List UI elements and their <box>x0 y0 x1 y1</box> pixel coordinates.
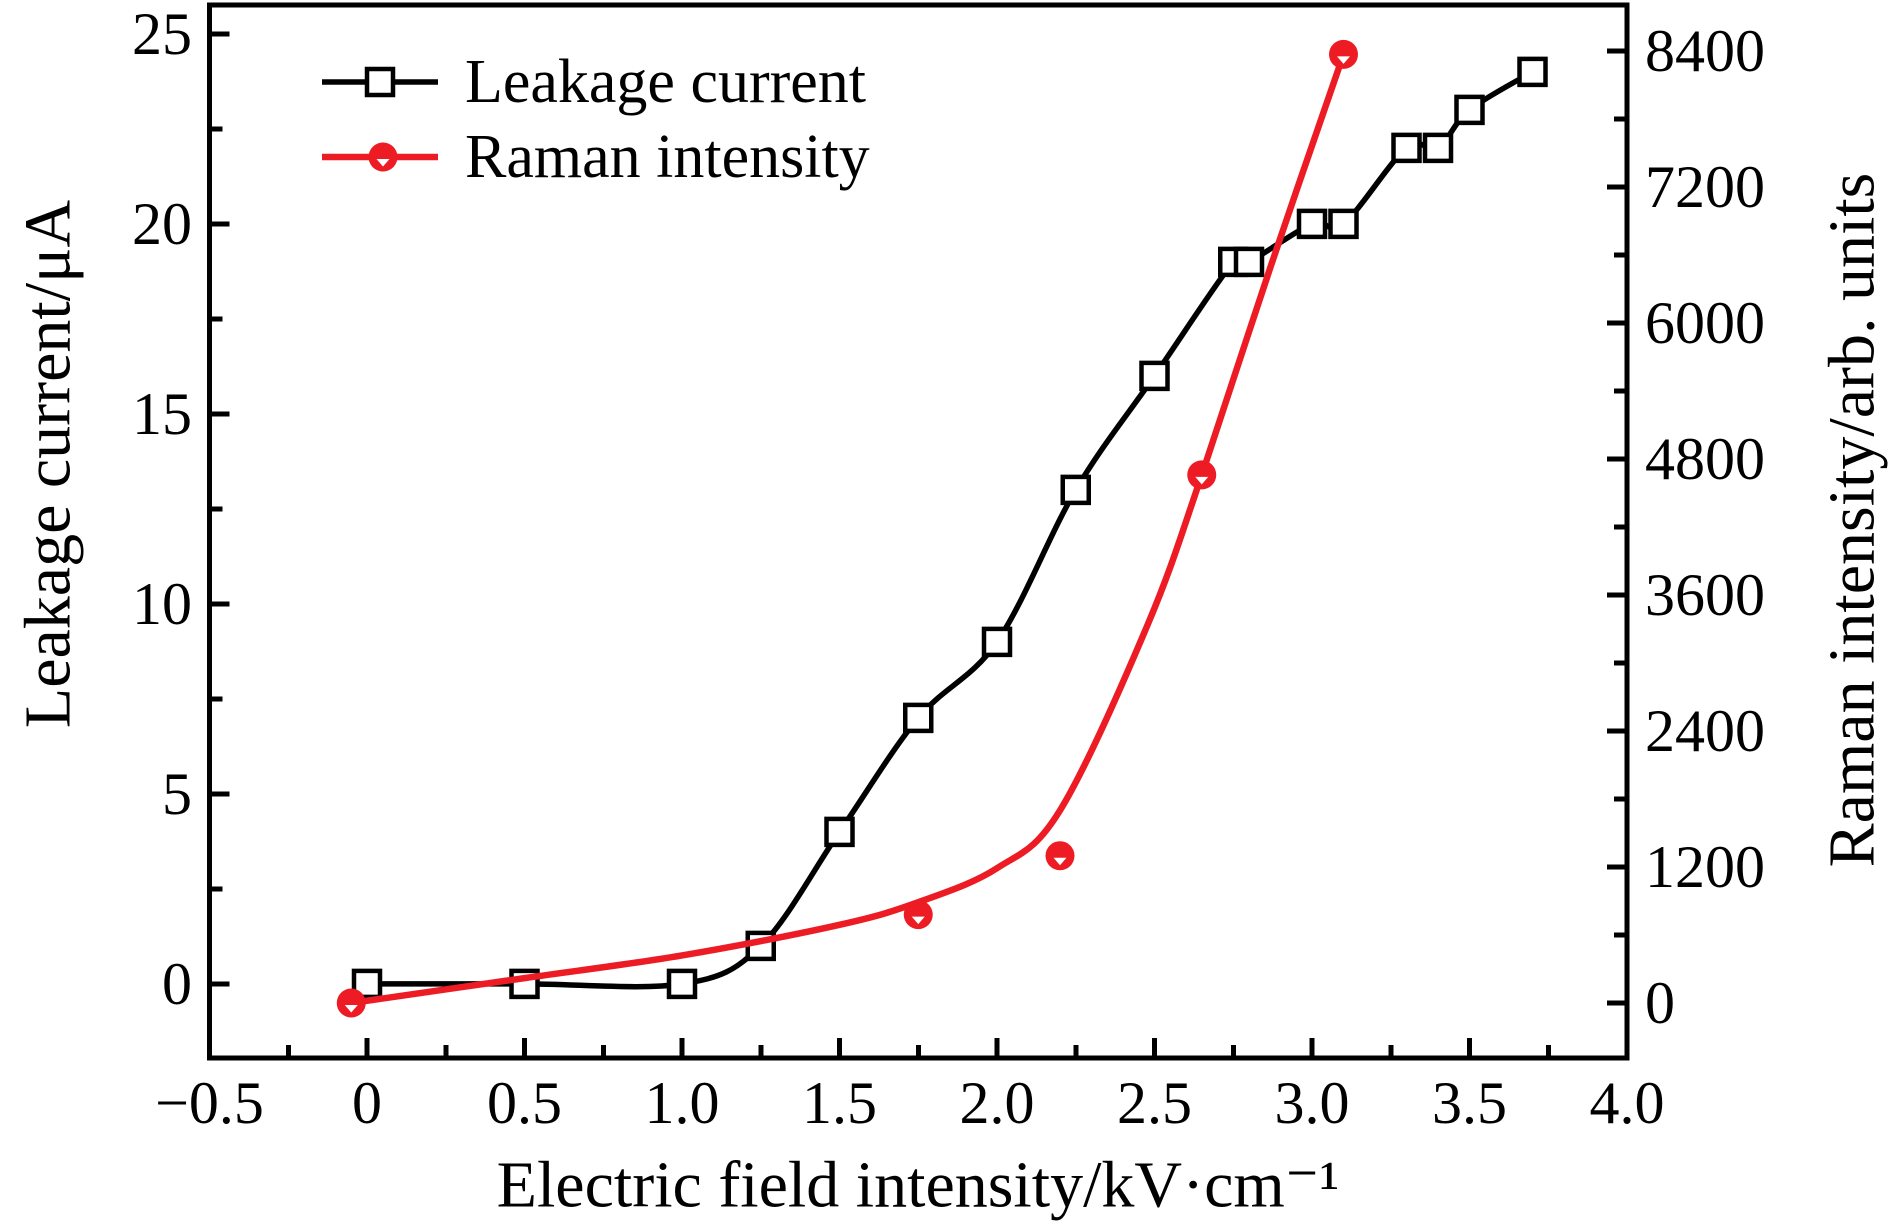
y-left-tick-label: 20 <box>132 191 192 257</box>
legend-item-label: Raman intensity <box>465 123 870 191</box>
leakage-current-marker <box>1328 208 1359 240</box>
y-right-axis-label: Raman intensity/arb. units <box>1816 173 1889 868</box>
plot-frame <box>207 2 1630 1061</box>
x-axis-tick-label: 0.5 <box>487 1070 562 1136</box>
leakage-current-markers <box>351 56 1548 1000</box>
y-left-axis-label: Leakage current/μA <box>12 200 85 729</box>
raman-intensity-marker <box>903 900 933 930</box>
leakage-current-marker <box>1517 56 1548 88</box>
legend-circle-marker-icon <box>368 142 398 172</box>
y-left-tick-label: 5 <box>162 761 192 827</box>
x-axis-tick-label: 2.0 <box>960 1070 1035 1136</box>
leakage-current-marker <box>666 968 698 1000</box>
y-right-tick-label: 7200 <box>1645 154 1765 220</box>
legend-item: Leakage current <box>322 48 866 116</box>
y-left-tick-label: 15 <box>132 381 192 447</box>
leakage-current-marker <box>981 626 1013 658</box>
x-axis-label: Electric field intensity/kV·cm⁻¹ <box>497 1149 1340 1222</box>
x-axis-tick-label: 0 <box>352 1070 382 1136</box>
raman-intensity-marker <box>368 142 398 172</box>
legend: Leakage current Raman intensity <box>322 48 870 191</box>
raman-intensity-marker <box>1187 460 1217 490</box>
axis-tick-labels: −0.5 0 0.5 1.0 1.5 2.0 2.5 3.0 3.5 4.0 0 5 10 15 20 25 0… <box>132 1 1765 1136</box>
legend-item-label: Leakage current <box>465 48 866 116</box>
marker-notch <box>1195 476 1209 485</box>
y-right-tick-label: 8400 <box>1645 18 1765 84</box>
leakage-current-marker <box>903 702 934 734</box>
raman-intensity-marker <box>1329 39 1358 69</box>
raman-intensity-marker <box>336 988 366 1018</box>
y-right-tick-label: 2400 <box>1645 698 1765 764</box>
marker-notch <box>344 1005 358 1013</box>
legend-square-marker-icon <box>364 66 396 98</box>
legend-item: Raman intensity <box>322 123 870 191</box>
leakage-current-marker <box>1060 474 1091 506</box>
y-right-tick-label: 3600 <box>1645 562 1765 628</box>
y-left-tick-label: 10 <box>132 571 192 637</box>
leakage-current-marker <box>824 816 855 848</box>
raman-intensity-markers <box>336 39 1358 1018</box>
x-axis-tick-label: 3.5 <box>1432 1070 1507 1136</box>
leakage-current-marker <box>1454 94 1485 126</box>
y-right-tick-label: 1200 <box>1645 834 1765 900</box>
axis-ticks <box>207 31 1630 1056</box>
x-axis-tick-label: 1.0 <box>645 1070 720 1136</box>
y-left-tick-label: 25 <box>132 1 192 67</box>
leakage-current-marker <box>1296 208 1328 240</box>
y-right-tick-label: 0 <box>1645 970 1675 1036</box>
x-axis-tick-label: −0.5 <box>155 1070 264 1136</box>
x-axis-tick-label: 3.0 <box>1275 1070 1350 1136</box>
y-left-tick-label: 0 <box>162 951 192 1017</box>
leakage-current-marker <box>1391 132 1422 164</box>
leakage-current-marker <box>1422 132 1454 164</box>
marker-notch <box>376 159 390 167</box>
x-axis-tick-label: 1.5 <box>802 1070 877 1136</box>
y-right-tick-label: 4800 <box>1645 426 1765 492</box>
marker-notch <box>911 916 925 925</box>
x-axis-tick-label: 2.5 <box>1117 1070 1192 1136</box>
marker-notch <box>1053 857 1067 866</box>
raman-intensity-fit-line <box>350 53 1347 1007</box>
leakage-current-marker <box>1233 246 1265 278</box>
raman-intensity-marker <box>1045 841 1075 871</box>
leakage-current-marker <box>1139 360 1170 392</box>
marker-notch <box>1337 56 1350 64</box>
y-right-tick-label: 6000 <box>1645 290 1765 356</box>
x-axis-tick-label: 4.0 <box>1590 1070 1665 1136</box>
